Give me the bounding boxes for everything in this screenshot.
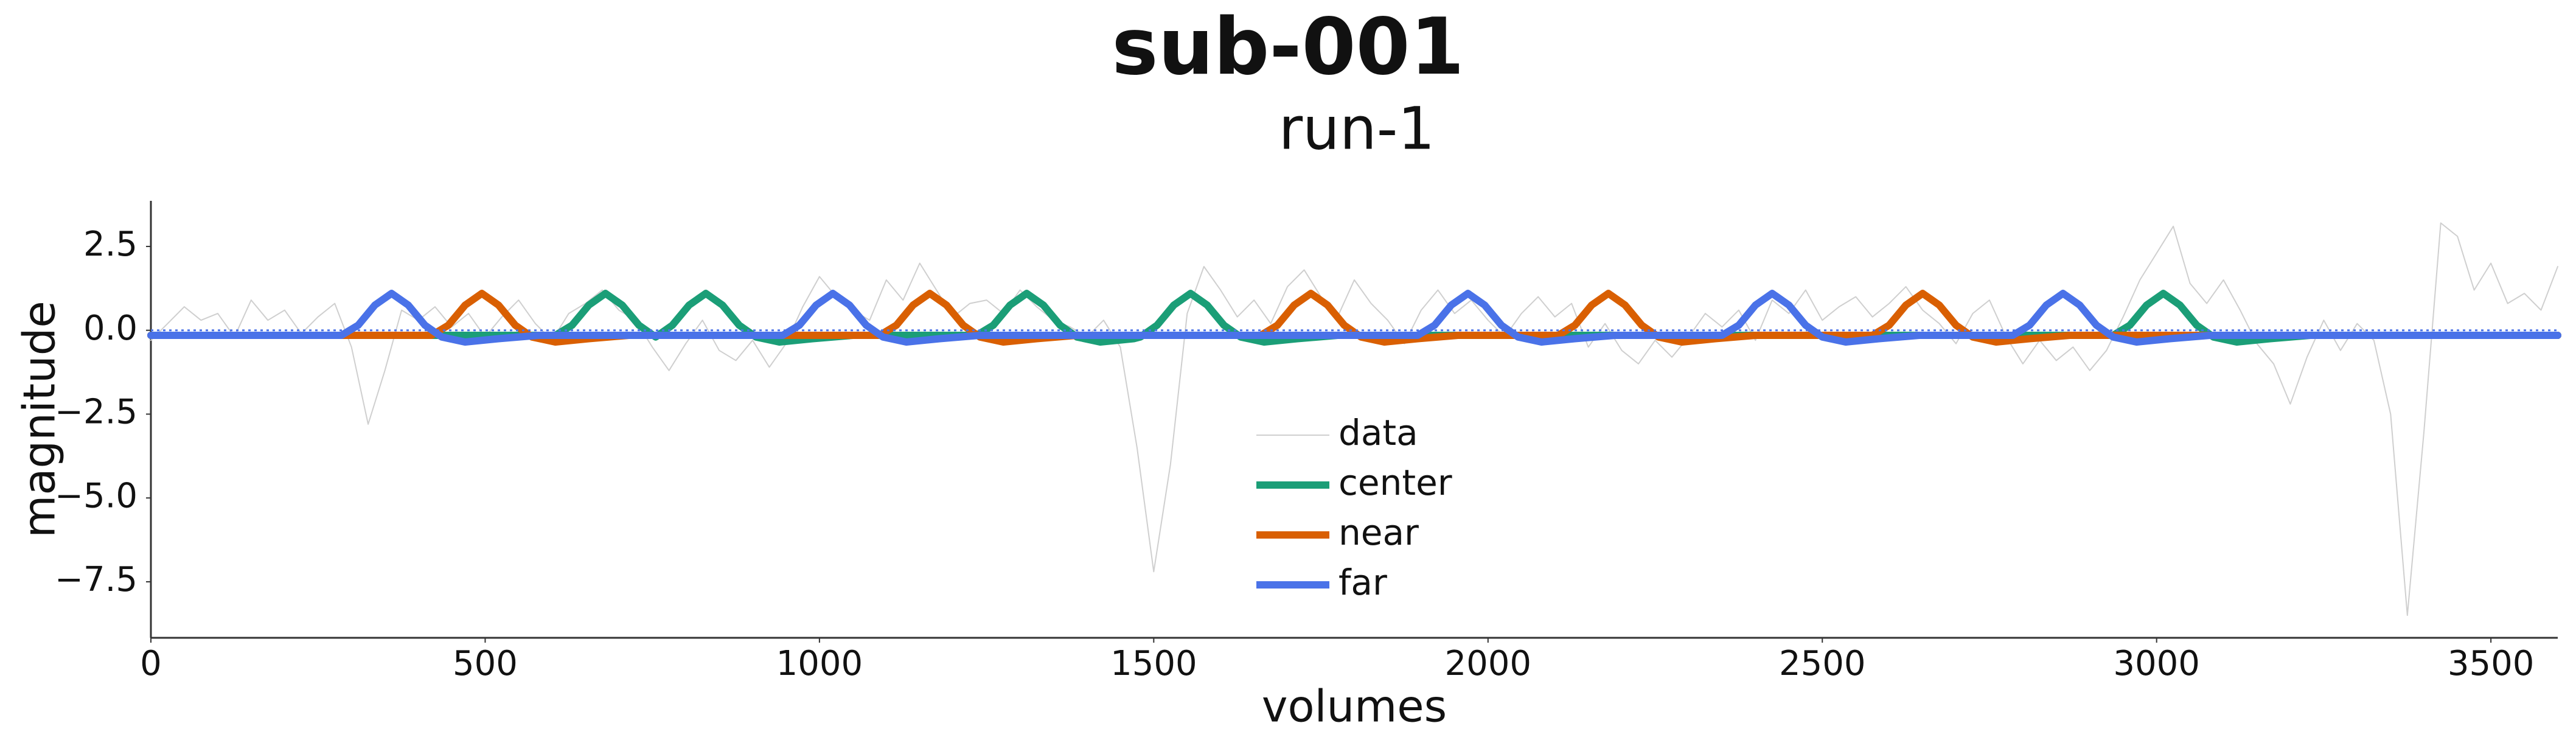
series-line: [147, 290, 2561, 346]
x-tick-label: 1000: [776, 644, 863, 683]
series-line: [147, 290, 2561, 346]
x-tick-label: 2500: [1779, 644, 1866, 683]
chart-subtitle: run-1: [1279, 94, 1435, 162]
legend-label: near: [1338, 512, 1419, 553]
y-tick-label: −2.5: [55, 393, 138, 432]
x-tick-label: 0: [140, 644, 162, 683]
legend-label: center: [1338, 462, 1452, 503]
x-axis-label: volumes: [1262, 681, 1447, 732]
x-tick-label: 3500: [2448, 644, 2535, 683]
x-tick-label: 3000: [2113, 644, 2200, 683]
x-tick-label: 2000: [1445, 644, 1532, 683]
legend-label: data: [1338, 412, 1418, 453]
legend-label: far: [1338, 562, 1387, 603]
y-tick-label: −5.0: [55, 476, 138, 515]
x-tick-label: 1500: [1110, 644, 1197, 683]
x-tick-label: 500: [453, 644, 518, 683]
y-tick-label: 2.5: [83, 225, 138, 264]
y-tick-label: −7.5: [55, 560, 138, 599]
chart-title: sub-001: [1112, 2, 1464, 93]
y-tick-label: 0.0: [83, 309, 138, 348]
y-axis-label: magnitude: [14, 301, 65, 537]
